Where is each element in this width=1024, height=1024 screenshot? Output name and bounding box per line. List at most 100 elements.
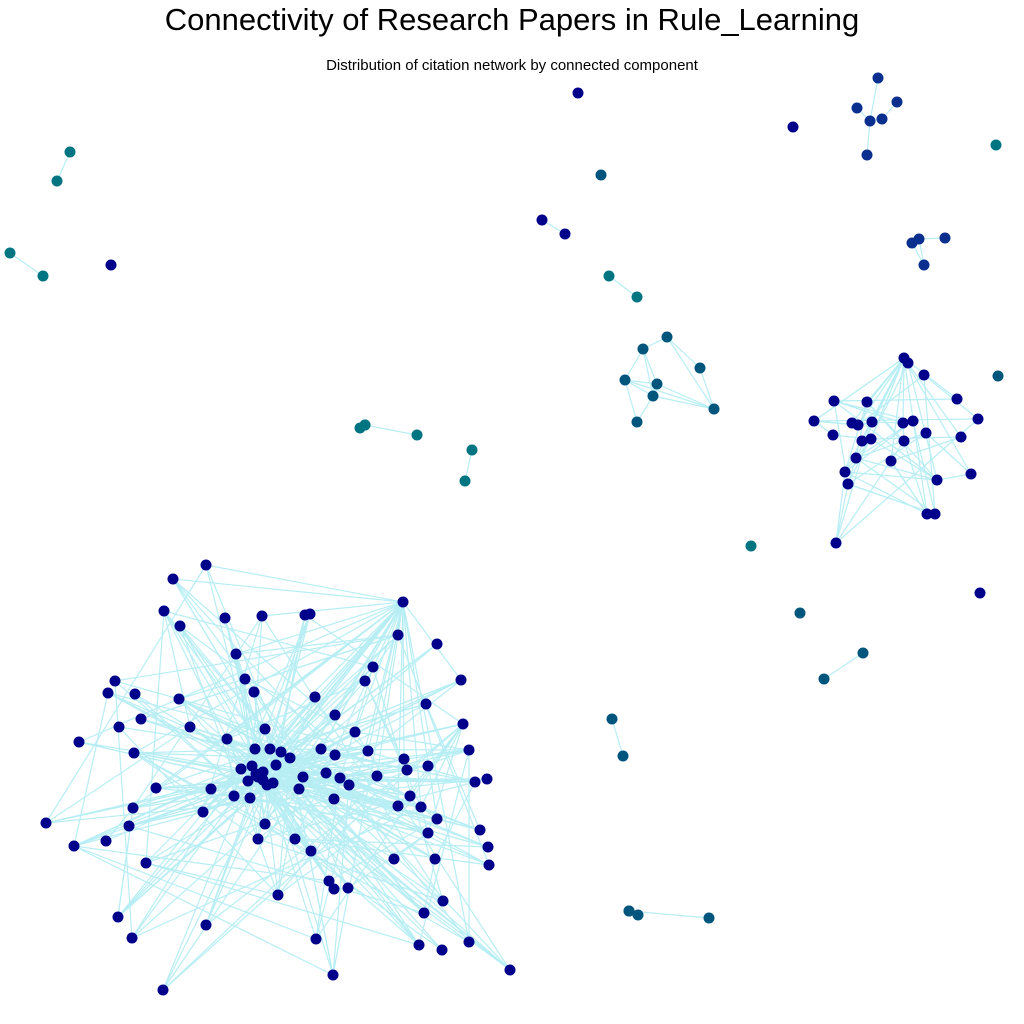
citation-edge xyxy=(903,357,972,475)
citation-edge xyxy=(907,362,938,481)
citation-edge xyxy=(134,693,251,799)
paper-node xyxy=(972,413,984,425)
paper-node xyxy=(320,767,332,779)
citation-edge xyxy=(857,357,905,426)
citation-edge xyxy=(145,862,420,946)
paper-node xyxy=(275,746,287,758)
paper-node xyxy=(794,607,806,619)
citation-edge xyxy=(870,438,938,481)
citation-edge xyxy=(890,436,962,462)
paper-node xyxy=(466,444,478,456)
paper-node xyxy=(482,841,494,853)
citation-edge xyxy=(402,601,470,943)
paper-node xyxy=(990,139,1002,151)
citation-edge xyxy=(855,401,868,459)
paper-node xyxy=(651,378,663,390)
paper-node xyxy=(127,802,139,814)
paper-node xyxy=(637,343,649,355)
citation-edge xyxy=(107,692,264,773)
citation-edge xyxy=(163,610,277,766)
paper-node xyxy=(235,763,247,775)
paper-node xyxy=(913,233,925,245)
citation-edge xyxy=(178,698,399,807)
citation-edge xyxy=(78,741,249,782)
paper-node xyxy=(463,936,475,948)
citation-edge xyxy=(903,357,928,515)
paper-node xyxy=(828,395,840,407)
paper-node xyxy=(100,835,112,847)
citation-edge xyxy=(869,77,879,122)
citation-edge xyxy=(298,788,349,889)
paper-node xyxy=(885,455,897,467)
citation-edge xyxy=(235,601,404,655)
citation-edge xyxy=(73,845,317,940)
paper-node xyxy=(362,745,374,757)
citation-edge xyxy=(393,832,429,860)
citation-edge xyxy=(178,698,411,797)
citation-edge xyxy=(163,610,191,728)
paper-node xyxy=(310,933,322,945)
paper-node xyxy=(891,96,903,108)
citation-edge xyxy=(45,726,191,824)
paper-node xyxy=(703,912,715,924)
citation-edge xyxy=(611,718,624,757)
paper-node xyxy=(818,673,830,685)
paper-node xyxy=(965,468,977,480)
citation-edge xyxy=(699,367,715,410)
paper-node xyxy=(902,357,914,369)
paper-node xyxy=(856,435,868,447)
paper-node xyxy=(842,478,854,490)
paper-node xyxy=(304,608,316,620)
citation-edge xyxy=(205,564,404,603)
citation-edge xyxy=(172,578,336,756)
paper-node xyxy=(135,713,147,725)
paper-node xyxy=(661,331,673,343)
paper-node xyxy=(249,743,261,755)
paper-node xyxy=(289,833,301,845)
paper-node xyxy=(839,466,851,478)
paper-node xyxy=(230,648,242,660)
paper-node xyxy=(228,790,240,802)
citation-edge xyxy=(855,432,927,459)
citation-edge xyxy=(364,634,399,682)
citation-edge xyxy=(257,781,476,840)
citation-edge xyxy=(269,614,306,750)
citation-edge xyxy=(163,610,330,882)
citation-edge xyxy=(294,838,489,848)
citation-edge xyxy=(179,625,438,820)
citation-edge xyxy=(264,823,443,951)
paper-node xyxy=(112,911,124,923)
paper-node xyxy=(827,429,839,441)
paper-node xyxy=(293,783,305,795)
paper-node xyxy=(431,638,443,650)
citation-edge xyxy=(155,787,438,820)
paper-node xyxy=(315,743,327,755)
citation-edge xyxy=(226,738,242,770)
paper-node xyxy=(272,889,284,901)
paper-node xyxy=(334,772,346,784)
citation-edge xyxy=(855,457,938,481)
paper-node xyxy=(270,759,282,771)
citation-edge xyxy=(133,752,470,943)
citation-edge xyxy=(833,398,958,402)
paper-node xyxy=(708,403,720,415)
citation-edge xyxy=(264,614,306,825)
citation-edge xyxy=(277,775,378,896)
citation-edge xyxy=(277,805,399,896)
citation-edge xyxy=(364,680,422,808)
paper-node xyxy=(787,121,799,133)
paper-node xyxy=(401,764,413,776)
citation-edge xyxy=(202,696,316,813)
paper-node xyxy=(259,818,271,830)
paper-node xyxy=(140,857,152,869)
paper-node xyxy=(481,773,493,785)
paper-node xyxy=(342,882,354,894)
paper-node xyxy=(411,429,423,441)
citation-edge xyxy=(73,845,334,976)
paper-node xyxy=(861,149,873,161)
citation-edge xyxy=(205,784,268,926)
citation-edge xyxy=(354,601,404,733)
paper-node xyxy=(349,726,361,738)
paper-node xyxy=(603,270,615,282)
paper-node xyxy=(392,800,404,812)
